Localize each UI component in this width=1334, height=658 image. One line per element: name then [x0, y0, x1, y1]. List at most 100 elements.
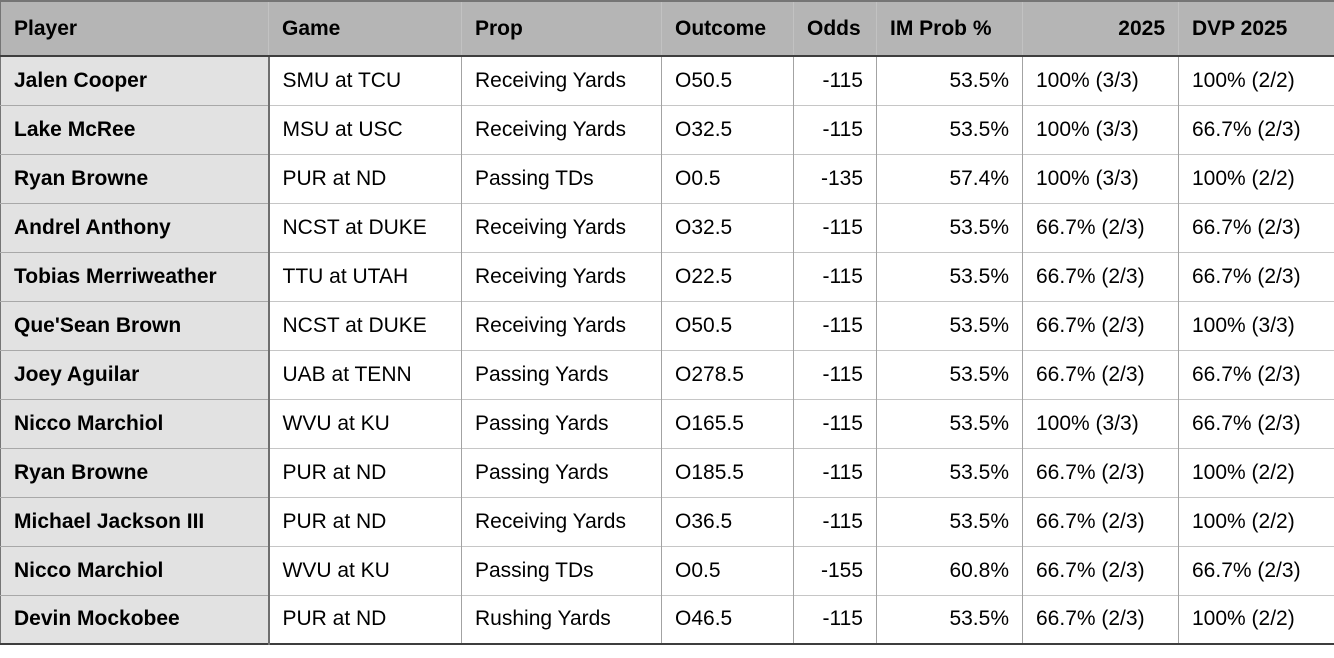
cell-dvp-2025: 66.7% (2/3): [1178, 104, 1334, 154]
column-header-outcome: Outcome: [661, 1, 794, 57]
column-header-dvp-2025: DVP 2025: [1178, 1, 1334, 57]
table-header: Player Game Prop Outcome Odds IM Prob % 2025 DV…: [0, 1, 1334, 57]
cell-outcome: O185.5: [661, 447, 794, 497]
cell-game: NCST at DUKE: [268, 300, 462, 350]
header-row: Player Game Prop Outcome Odds IM Prob % 2025 DV…: [0, 1, 1334, 57]
cell-outcome: O0.5: [661, 545, 794, 595]
cell-odds: -115: [793, 202, 877, 252]
cell-outcome: O32.5: [661, 104, 794, 154]
cell-2025: 66.7% (2/3): [1022, 251, 1179, 301]
cell-prop: Rushing Yards: [461, 594, 662, 644]
cell-prop: Receiving Yards: [461, 56, 662, 105]
cell-odds: -115: [793, 104, 877, 154]
cell-odds: -155: [793, 545, 877, 595]
cell-2025: 66.7% (2/3): [1022, 594, 1179, 644]
cell-2025: 66.7% (2/3): [1022, 349, 1179, 399]
cell-player: Ryan Browne: [0, 153, 270, 203]
cell-game: PUR at ND: [268, 447, 462, 497]
cell-player: Tobias Merriweather: [0, 251, 270, 301]
cell-dvp-2025: 66.7% (2/3): [1178, 202, 1334, 252]
cell-prop: Passing TDs: [461, 545, 662, 595]
cell-prop: Receiving Yards: [461, 251, 662, 301]
cell-game: UAB at TENN: [268, 349, 462, 399]
cell-odds: -115: [793, 251, 877, 301]
cell-2025: 100% (3/3): [1022, 153, 1179, 203]
cell-game: WVU at KU: [268, 398, 462, 448]
cell-odds: -115: [793, 349, 877, 399]
cell-dvp-2025: 66.7% (2/3): [1178, 349, 1334, 399]
cell-odds: -115: [793, 496, 877, 546]
table-row: Michael Jackson III PUR at ND Receiving Ya…: [0, 496, 1334, 546]
cell-2025: 66.7% (2/3): [1022, 202, 1179, 252]
cell-outcome: O165.5: [661, 398, 794, 448]
cell-dvp-2025: 66.7% (2/3): [1178, 251, 1334, 301]
cell-player: Andrel Anthony: [0, 202, 270, 252]
cell-2025: 66.7% (2/3): [1022, 300, 1179, 350]
cell-im-prob-pct: 53.5%: [876, 104, 1023, 154]
cell-dvp-2025: 100% (2/2): [1178, 447, 1334, 497]
cell-game: TTU at UTAH: [268, 251, 462, 301]
cell-odds: -135: [793, 153, 877, 203]
column-header-2025: 2025: [1022, 1, 1179, 57]
table-row: Que'Sean Brown NCST at DUKE Receiving Yard…: [0, 300, 1334, 350]
cell-dvp-2025: 100% (2/2): [1178, 56, 1334, 105]
table-row: Joey Aguilar UAB at TENN Passing Yards O278…: [0, 349, 1334, 399]
cell-prop: Receiving Yards: [461, 202, 662, 252]
cell-player: Joey Aguilar: [0, 349, 270, 399]
cell-player: Que'Sean Brown: [0, 300, 270, 350]
cell-im-prob-pct: 60.8%: [876, 545, 1023, 595]
cell-dvp-2025: 66.7% (2/3): [1178, 545, 1334, 595]
cell-im-prob-pct: 53.5%: [876, 594, 1023, 644]
table-row: Nicco Marchiol WVU at KU Passing Yards O165…: [0, 398, 1334, 448]
cell-prop: Receiving Yards: [461, 496, 662, 546]
cell-odds: -115: [793, 398, 877, 448]
cell-outcome: O36.5: [661, 496, 794, 546]
cell-player: Ryan Browne: [0, 447, 270, 497]
column-header-player: Player: [0, 1, 269, 57]
cell-game: PUR at ND: [268, 594, 462, 644]
cell-game: SMU at TCU: [268, 56, 462, 105]
cell-odds: -115: [793, 300, 877, 350]
cell-player: Nicco Marchiol: [0, 398, 270, 448]
cell-im-prob-pct: 53.5%: [876, 349, 1023, 399]
table-body: Jalen Cooper SMU at TCU Receiving Yards O50…: [0, 56, 1334, 644]
cell-outcome: O0.5: [661, 153, 794, 203]
table-row: Devin Mockobee PUR at ND Rushing Yards O46.…: [0, 594, 1334, 644]
cell-dvp-2025: 66.7% (2/3): [1178, 398, 1334, 448]
cell-2025: 100% (3/3): [1022, 104, 1179, 154]
cell-game: PUR at ND: [268, 496, 462, 546]
cell-prop: Passing TDs: [461, 153, 662, 203]
cell-dvp-2025: 100% (3/3): [1178, 300, 1334, 350]
column-header-odds: Odds: [793, 1, 877, 57]
table-row: Tobias Merriweather TTU at UTAH Receiving …: [0, 251, 1334, 301]
table-row: Nicco Marchiol WVU at KU Passing TDs O0.5 -1…: [0, 545, 1334, 595]
cell-prop: Passing Yards: [461, 398, 662, 448]
cell-im-prob-pct: 53.5%: [876, 496, 1023, 546]
cell-im-prob-pct: 53.5%: [876, 202, 1023, 252]
cell-prop: Receiving Yards: [461, 104, 662, 154]
cell-prop: Receiving Yards: [461, 300, 662, 350]
column-header-im-prob-pct: IM Prob %: [876, 1, 1023, 57]
cell-im-prob-pct: 53.5%: [876, 398, 1023, 448]
cell-player: Jalen Cooper: [0, 56, 270, 105]
table-row: Andrel Anthony NCST at DUKE Receiving Yard…: [0, 202, 1334, 252]
cell-im-prob-pct: 53.5%: [876, 447, 1023, 497]
cell-dvp-2025: 100% (2/2): [1178, 153, 1334, 203]
cell-dvp-2025: 100% (2/2): [1178, 496, 1334, 546]
cell-game: WVU at KU: [268, 545, 462, 595]
cell-im-prob-pct: 53.5%: [876, 300, 1023, 350]
cell-player: Devin Mockobee: [0, 594, 270, 644]
cell-im-prob-pct: 53.5%: [876, 251, 1023, 301]
cell-odds: -115: [793, 56, 877, 105]
cell-2025: 66.7% (2/3): [1022, 447, 1179, 497]
table-row: Ryan Browne PUR at ND Passing TDs O0.5 -135 5…: [0, 153, 1334, 203]
cell-dvp-2025: 100% (2/2): [1178, 594, 1334, 644]
cell-game: NCST at DUKE: [268, 202, 462, 252]
cell-outcome: O22.5: [661, 251, 794, 301]
cell-player: Michael Jackson III: [0, 496, 270, 546]
cell-im-prob-pct: 57.4%: [876, 153, 1023, 203]
cell-game: PUR at ND: [268, 153, 462, 203]
cell-odds: -115: [793, 447, 877, 497]
cell-2025: 100% (3/3): [1022, 398, 1179, 448]
